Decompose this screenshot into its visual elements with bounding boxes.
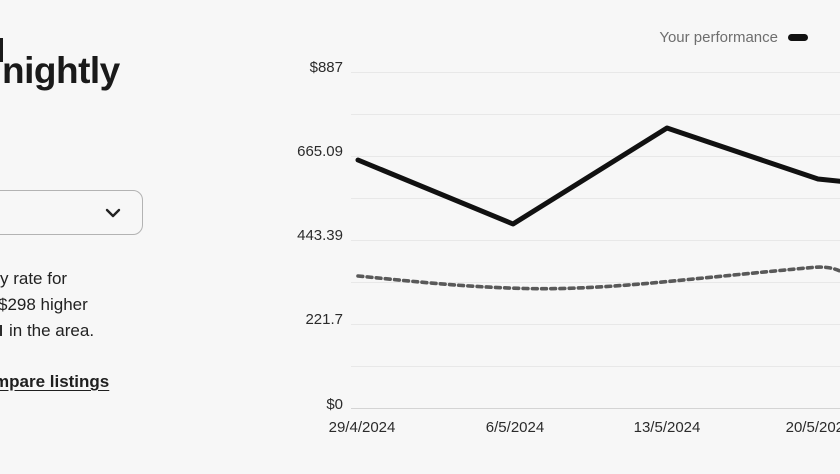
your-performance-line: [355, 125, 840, 227]
h-gridline: [351, 198, 840, 199]
description-line: in the area.: [9, 321, 95, 340]
clipped-letter-fragment: [0, 325, 2, 336]
h-gridline: [351, 366, 840, 367]
description-line: $298 higher: [0, 295, 88, 314]
description-text: y rate for $298 higher in the area.: [0, 266, 94, 344]
chart-legend: Your performance: [659, 29, 808, 46]
x-axis-line: [351, 408, 840, 409]
page-title: nightly: [2, 49, 120, 91]
ytick-label: 221.7: [305, 311, 343, 328]
comparison-dotted-line: [356, 265, 840, 291]
filter-dropdown[interactable]: [0, 190, 143, 235]
xtick-label: 13/5/2024: [633, 419, 701, 436]
h-gridline: [351, 114, 840, 115]
description-line: y rate for: [0, 269, 68, 288]
compare-listings-link[interactable]: mpare listings: [0, 372, 110, 391]
h-gridline: [351, 156, 840, 157]
ytick-label: 665.09: [297, 143, 343, 160]
legend-line-swatch: [788, 34, 808, 41]
xtick-label: 20/5/2024: [785, 419, 840, 436]
h-gridline: [351, 72, 840, 73]
h-gridline: [351, 324, 840, 325]
xtick-label: 29/4/2024: [328, 419, 396, 436]
ytick-label: 443.39: [297, 227, 343, 244]
h-gridline: [351, 240, 840, 241]
legend-label: Your performance: [659, 29, 778, 46]
ytick-label: $887: [309, 59, 343, 76]
xtick-label: 6/5/2024: [485, 419, 545, 436]
h-gridline: [351, 282, 840, 283]
ytick-label: $0: [326, 396, 343, 413]
chevron-down-icon: [105, 208, 121, 218]
clipped-letter-fragment: [0, 38, 3, 62]
